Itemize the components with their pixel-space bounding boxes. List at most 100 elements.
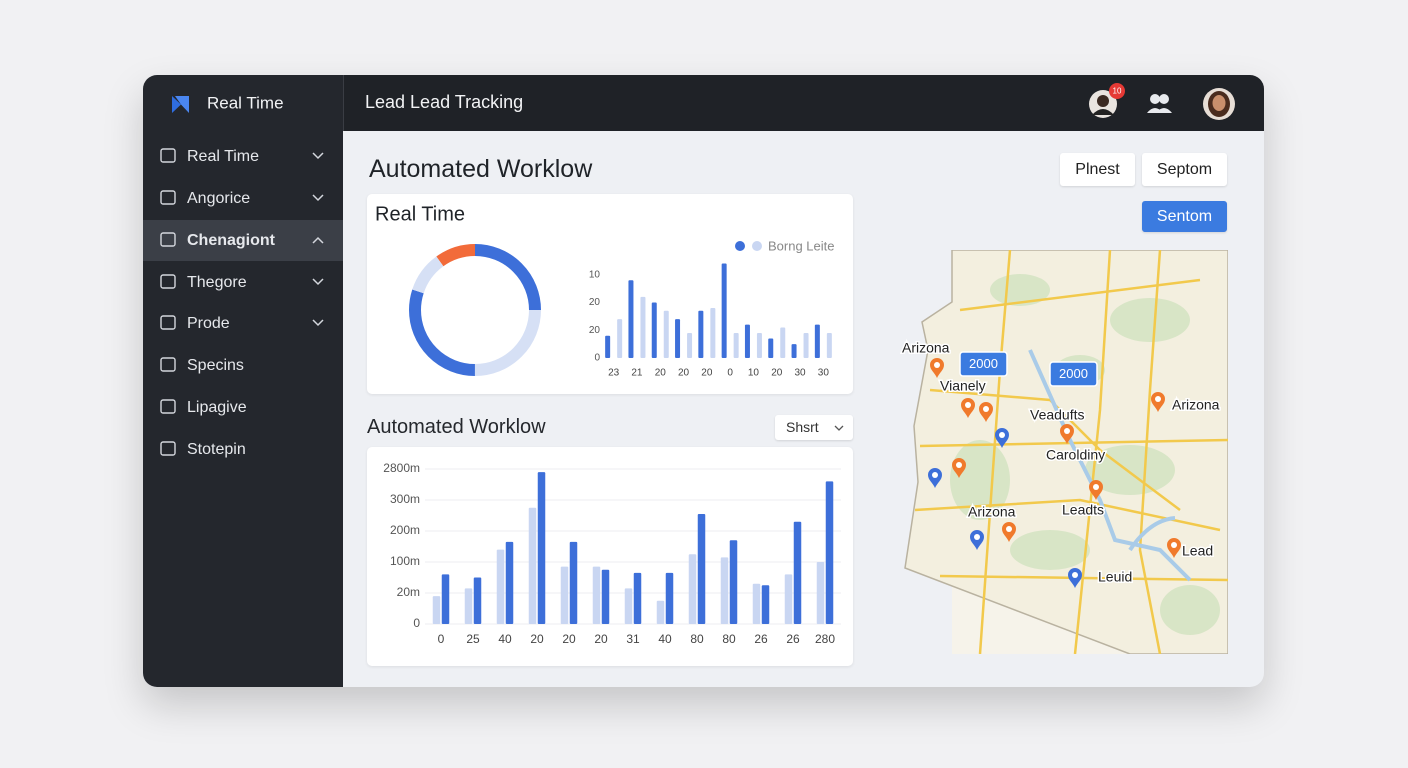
map-label: Arizona: [1172, 397, 1220, 413]
nav-icon: [160, 315, 176, 330]
top-bar: Lead Lead Tracking 10: [343, 75, 1264, 131]
map-pin[interactable]: [928, 468, 942, 488]
bar: [605, 335, 611, 358]
primary-button[interactable]: Sentom: [1142, 201, 1227, 232]
bar: [697, 513, 706, 624]
pin-dot: [974, 534, 980, 540]
terrain-patch: [1160, 585, 1220, 635]
nav-label: Prode: [187, 315, 230, 332]
bar: [791, 344, 797, 358]
bar: [710, 308, 716, 358]
nav-item[interactable]: Chenagiont: [143, 220, 343, 261]
nav-label: Chenagiont: [187, 232, 276, 249]
bar: [768, 338, 774, 358]
nav-icon: [160, 399, 176, 414]
avatar-head: [1097, 95, 1109, 107]
road: [1138, 250, 1162, 654]
bar: [656, 600, 665, 624]
bar: [688, 554, 697, 624]
map-pin[interactable]: [979, 402, 993, 422]
y-tick-label: 20m: [397, 585, 420, 599]
pin-dot: [934, 362, 940, 368]
nav-item[interactable]: Prode: [160, 315, 324, 332]
bar: [628, 280, 634, 358]
bar: [640, 296, 646, 358]
bar: [560, 566, 569, 624]
sidebar: Real Time Real Time Angorice Chenagiont The…: [143, 75, 343, 687]
user-avatar[interactable]: [1089, 90, 1117, 118]
profile-avatar[interactable]: [1203, 88, 1235, 120]
notification-count: 10: [1113, 87, 1122, 96]
nav-icon: [160, 357, 176, 372]
bar: [464, 588, 473, 624]
nav-item[interactable]: Stotepin: [160, 441, 246, 458]
map-label: Arizona: [902, 340, 950, 356]
nav-chevron: [312, 194, 324, 202]
x-tick-label: 40: [498, 632, 512, 646]
chevron: [834, 425, 844, 431]
bar: [663, 310, 669, 358]
bar: [729, 540, 738, 624]
team-head: [1159, 94, 1169, 104]
nav-item[interactable]: Thegore: [160, 274, 324, 291]
bar: [784, 574, 793, 624]
nav-item[interactable]: Lipagive: [160, 399, 247, 416]
button[interactable]: Septom: [1142, 153, 1227, 186]
dropdown-chevron: [834, 425, 844, 431]
bar: [825, 481, 834, 624]
nav-label: Angorice: [187, 190, 250, 207]
map-pin[interactable]: [1167, 538, 1181, 558]
road: [1073, 250, 1112, 654]
bar: [617, 319, 623, 358]
x-tick-label: 23: [608, 368, 620, 379]
nav-label: Thegore: [187, 274, 247, 291]
map-pin[interactable]: [1002, 522, 1016, 542]
donut-segment: [409, 244, 541, 376]
map-pin[interactable]: [930, 358, 944, 378]
team-body: [1156, 108, 1172, 113]
realtime-card: Real Time 0 20 20 10 23 21 20 20 20 0 10 20 30 30 Born…: [367, 194, 853, 394]
bar: [675, 319, 681, 358]
map-label: Arizona: [968, 504, 1016, 520]
x-tick-label: 21: [631, 368, 643, 379]
bar: [592, 566, 601, 624]
map-label: Lead: [1182, 543, 1213, 559]
bar: [761, 585, 770, 624]
map-label: Leuid: [1098, 569, 1132, 585]
nav-item[interactable]: Real Time: [160, 148, 324, 165]
nav-item[interactable]: Specins: [160, 357, 244, 374]
river: [1128, 516, 1176, 552]
bar: [744, 324, 750, 358]
section-title: Automated Worklow: [367, 416, 546, 438]
bar: [780, 327, 786, 358]
road: [959, 278, 1201, 312]
pin-dot: [932, 472, 938, 478]
terrain-patch: [1110, 298, 1190, 342]
terrain-patch: [990, 274, 1050, 306]
map-pin[interactable]: [1060, 424, 1074, 444]
map-pin[interactable]: [961, 398, 975, 418]
pin-dot: [1171, 542, 1177, 548]
map-pin[interactable]: [1151, 392, 1165, 412]
avatar-body: [1092, 109, 1114, 115]
map-pin[interactable]: [952, 458, 966, 478]
button[interactable]: Plnest: [1060, 153, 1135, 186]
y-tick-label: 20: [589, 297, 601, 308]
map-pin[interactable]: [970, 530, 984, 550]
nav-item[interactable]: Angorice: [160, 190, 324, 207]
bar: [721, 263, 727, 358]
workflow-card: 0 20m 100m 200m 300m 2800m 0 25 40 20 20 20 31 40 80 80…: [367, 447, 853, 666]
map-pin[interactable]: [995, 428, 1009, 448]
x-tick-label: 20: [771, 368, 783, 379]
map-label: Veadufts: [1030, 407, 1085, 423]
terrain-patch: [1085, 445, 1175, 495]
bar: [441, 574, 450, 624]
nav-label: Stotepin: [187, 441, 246, 458]
map-pin[interactable]: [1089, 480, 1103, 500]
pin-dot: [999, 432, 1005, 438]
dropdown[interactable]: Shsrt: [775, 415, 853, 440]
x-tick-label: 20: [655, 368, 667, 379]
map-pin[interactable]: [1068, 568, 1082, 588]
team-icon[interactable]: [1147, 94, 1172, 113]
bar: [569, 541, 578, 624]
